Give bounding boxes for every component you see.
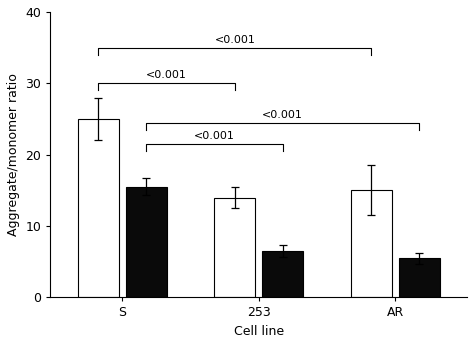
Text: <0.001: <0.001 xyxy=(146,70,187,80)
Bar xyxy=(399,258,440,297)
Text: <0.001: <0.001 xyxy=(194,131,235,141)
X-axis label: Cell line: Cell line xyxy=(234,325,284,338)
Bar xyxy=(78,119,118,297)
Text: <0.001: <0.001 xyxy=(214,35,255,45)
Y-axis label: Aggregate/monomer ratio: Aggregate/monomer ratio xyxy=(7,73,20,236)
Bar xyxy=(262,251,303,297)
Bar xyxy=(126,187,166,297)
Bar xyxy=(351,190,392,297)
Bar xyxy=(214,198,255,297)
Text: <0.001: <0.001 xyxy=(262,110,303,120)
